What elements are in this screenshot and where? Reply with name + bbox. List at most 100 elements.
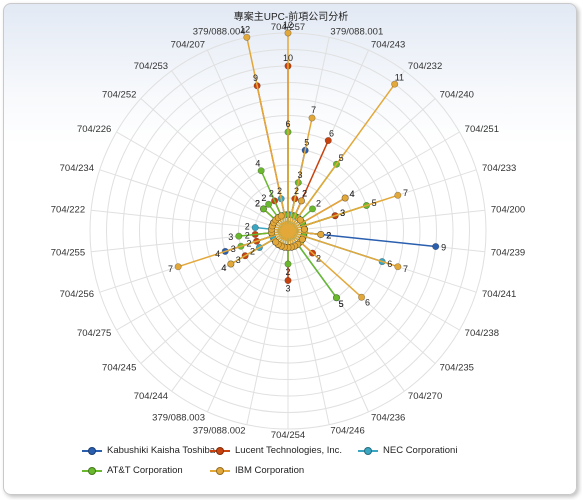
grid-spoke (287, 209, 485, 232)
data-label: 2 (285, 267, 290, 277)
data-label: 2 (302, 189, 307, 199)
data-point (284, 276, 292, 284)
grid-spoke (246, 230, 289, 425)
grid-spoke (140, 230, 289, 364)
category-label: 704/254 (271, 430, 305, 441)
data-label: 4 (255, 158, 260, 168)
data-point (259, 205, 267, 213)
data-label: 5 (339, 299, 344, 309)
data-point (272, 238, 280, 246)
category-label: 704/253 (134, 61, 168, 72)
data-label: 3 (228, 232, 233, 242)
data-label: 7 (403, 264, 408, 274)
data-label: 2 (326, 230, 331, 240)
data-label: 7 (403, 188, 408, 198)
data-point (227, 260, 235, 268)
series-line (287, 83, 396, 232)
category-label: 704/207 (171, 40, 205, 51)
data-label: 6 (285, 119, 290, 129)
category-label: 379/088.001 (330, 26, 383, 37)
data-point (284, 29, 292, 37)
data-label: 2 (316, 253, 321, 263)
data-label: 2 (269, 189, 274, 199)
category-label: 704/222 (51, 205, 85, 216)
data-label: 3 (231, 244, 236, 254)
data-label: 2 (246, 239, 251, 249)
category-label: 704/252 (102, 89, 136, 100)
category-label: 704/234 (60, 163, 94, 174)
data-point (358, 293, 366, 301)
series-line (287, 230, 399, 268)
data-label: 5 (304, 137, 309, 147)
data-label: 7 (168, 264, 173, 274)
series-line (287, 230, 321, 236)
data-point (296, 216, 304, 224)
series-line (287, 197, 346, 232)
grid-spoke (287, 230, 369, 413)
data-point (300, 225, 308, 233)
data-point (341, 194, 349, 202)
data-point (317, 230, 325, 238)
grid-spoke (171, 230, 289, 392)
data-point (309, 205, 317, 213)
data-label: 6 (329, 128, 334, 138)
grid-spoke (116, 131, 289, 232)
data-label: 2 (316, 199, 321, 209)
data-label: 4 (221, 263, 226, 273)
data-label: 2 (326, 230, 331, 240)
series-line (177, 230, 289, 268)
data-label: 6 (387, 259, 392, 269)
category-label: 704/238 (465, 328, 499, 339)
data-label: 2 (261, 193, 266, 203)
data-label: 6 (365, 298, 370, 308)
data-point (394, 263, 402, 271)
data-label: 2 (326, 230, 331, 240)
series-line (246, 37, 289, 232)
data-label: 4 (350, 189, 355, 199)
data-label: 5 (372, 198, 377, 208)
category-label: 704/239 (491, 247, 525, 258)
data-label: 3 (236, 255, 241, 265)
data-point (394, 191, 402, 199)
category-label: 704/246 (330, 426, 364, 437)
category-label: 704/255 (51, 247, 85, 258)
category-label: 704/256 (60, 289, 94, 300)
series-line (287, 117, 313, 232)
data-point (251, 224, 259, 232)
category-label: 379/088.004 (193, 26, 246, 37)
grid-spoke (99, 169, 289, 232)
data-point (297, 197, 305, 205)
category-label: 704/243 (371, 40, 405, 51)
data-label: 12 (283, 20, 293, 30)
category-label: 704/251 (465, 124, 499, 135)
data-point (265, 200, 273, 208)
data-label: 3 (297, 170, 302, 180)
data-label: 2 (294, 186, 299, 196)
data-point (432, 243, 440, 251)
category-label: 704/235 (440, 363, 474, 374)
category-label: 704/244 (134, 391, 168, 402)
data-point (298, 235, 306, 243)
series-5 (174, 29, 402, 301)
chart-title: 專案主UPC-前項公司分析 (233, 12, 349, 23)
category-label: 704/257 (271, 22, 305, 33)
data-point (257, 167, 265, 175)
category-label: 704/245 (102, 363, 136, 374)
grid-spoke (287, 230, 460, 331)
category-label: 704/275 (77, 328, 111, 339)
category-label: 704/232 (408, 61, 442, 72)
data-point (243, 33, 251, 41)
data-point (284, 260, 292, 268)
series-line (287, 230, 363, 298)
data-label: 4 (350, 189, 355, 199)
category-label: 704/200 (491, 205, 525, 216)
category-label: 379/088.003 (152, 412, 205, 423)
series-line (230, 230, 289, 265)
data-point (174, 263, 182, 271)
series-line (287, 194, 399, 232)
category-label: 704/270 (408, 391, 442, 402)
category-label: 704/236 (371, 412, 405, 423)
